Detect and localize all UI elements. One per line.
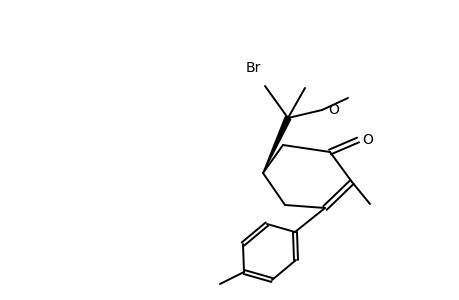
Text: Br: Br bbox=[245, 61, 260, 75]
Text: O: O bbox=[361, 133, 372, 147]
Text: O: O bbox=[327, 103, 338, 117]
Polygon shape bbox=[263, 117, 290, 173]
